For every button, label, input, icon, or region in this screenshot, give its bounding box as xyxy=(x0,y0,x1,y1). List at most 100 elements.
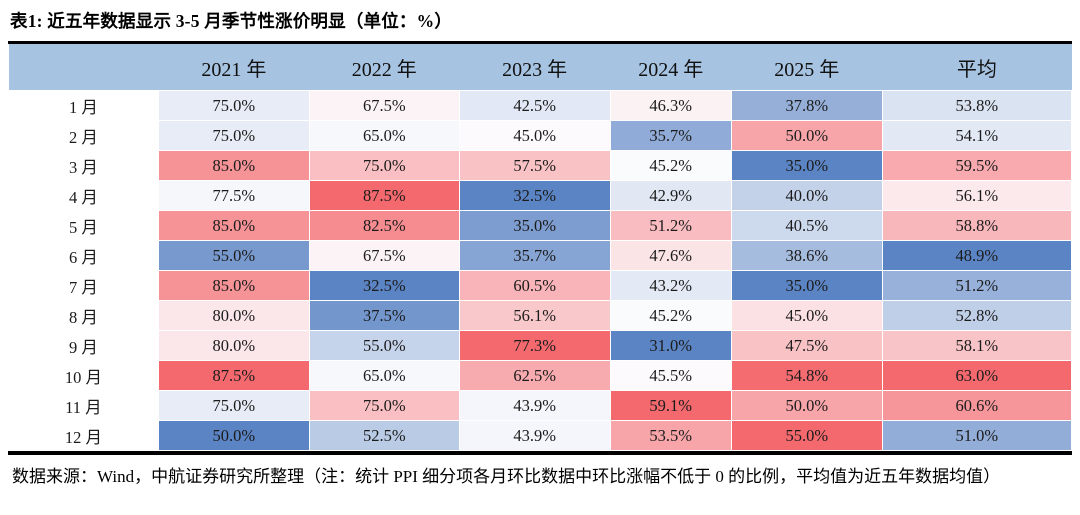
heatmap-cell: 37.5% xyxy=(308,300,460,331)
heatmap-cell: 51.0% xyxy=(881,420,1073,451)
heatmap-cell: 87.5% xyxy=(308,180,460,211)
column-header: 2021 年 xyxy=(158,44,310,91)
heatmap-cell: 47.6% xyxy=(609,240,732,271)
heatmap-cell: 35.0% xyxy=(730,270,883,301)
column-header: 平均 xyxy=(882,44,1072,91)
heatmap-cell: 75.0% xyxy=(308,150,460,181)
heatmap-cell: 43.9% xyxy=(458,390,611,421)
heatmap-cell: 59.1% xyxy=(609,390,732,421)
heatmap-cell: 85.0% xyxy=(157,270,310,301)
table-row: 3 月 85.0% 75.0% 57.5% 45.2% 35.0% 59.5% xyxy=(8,150,1073,181)
heatmap-cell: 56.1% xyxy=(458,300,611,331)
table-row: 11 月 75.0% 75.0% 43.9% 59.1% 50.0% 60.6% xyxy=(8,390,1073,421)
heatmap-cell: 40.0% xyxy=(730,180,883,211)
heatmap-cell: 37.8% xyxy=(730,90,883,121)
heatmap-cell: 77.3% xyxy=(458,330,611,361)
heatmap-cell: 42.9% xyxy=(609,180,732,211)
heatmap-cell: 58.1% xyxy=(881,330,1073,361)
heatmap-cell: 60.6% xyxy=(881,390,1073,421)
heatmap-cell: 32.5% xyxy=(308,270,460,301)
heatmap-cell: 80.0% xyxy=(157,330,310,361)
month-label: 7 月 xyxy=(8,270,159,301)
heatmap-cell: 87.5% xyxy=(157,360,310,391)
heatmap-cell: 35.0% xyxy=(458,210,611,241)
table-row: 8 月 80.0% 37.5% 56.1% 45.2% 45.0% 52.8% xyxy=(8,300,1073,331)
heatmap-cell: 53.5% xyxy=(609,420,732,451)
heatmap-cell: 85.0% xyxy=(157,210,310,241)
heatmap-cell: 67.5% xyxy=(308,240,460,271)
month-label: 10 月 xyxy=(8,360,159,391)
heatmap-cell: 67.5% xyxy=(308,90,460,121)
month-label: 5 月 xyxy=(8,210,159,241)
bottom-rule xyxy=(8,451,1072,455)
heatmap-cell: 31.0% xyxy=(609,330,732,361)
heatmap-cell: 65.0% xyxy=(308,360,460,391)
heatmap-cell: 43.9% xyxy=(458,420,611,451)
heatmap-cell: 51.2% xyxy=(881,270,1073,301)
heatmap-cell: 62.5% xyxy=(458,360,611,391)
heatmap-cell: 46.3% xyxy=(609,90,732,121)
heatmap-cell: 75.0% xyxy=(308,390,460,421)
month-label: 3 月 xyxy=(8,150,159,181)
heatmap-cell: 55.0% xyxy=(308,330,460,361)
heatmap-cell: 45.0% xyxy=(730,300,883,331)
month-label: 2 月 xyxy=(8,120,159,151)
heatmap-cell: 42.5% xyxy=(458,90,611,121)
heatmap-cell: 63.0% xyxy=(881,360,1073,391)
heatmap-cell: 65.0% xyxy=(308,120,460,151)
heatmap-cell: 82.5% xyxy=(308,210,460,241)
table-row: 5 月 85.0% 82.5% 35.0% 51.2% 40.5% 58.8% xyxy=(8,210,1073,241)
column-header: 2024 年 xyxy=(610,44,732,91)
heatmap-cell: 32.5% xyxy=(458,180,611,211)
month-label: 1 月 xyxy=(8,90,159,121)
table-title: 表1: 近五年数据显示 3-5 月季节性涨价明显（单位：%） xyxy=(10,11,453,31)
heatmap-cell: 75.0% xyxy=(157,390,310,421)
month-label: 6 月 xyxy=(8,240,159,271)
heatmap-cell: 45.2% xyxy=(609,150,732,181)
table-row: 9 月 80.0% 55.0% 77.3% 31.0% 47.5% 58.1% xyxy=(8,330,1073,361)
heatmap-cell: 59.5% xyxy=(881,150,1073,181)
heatmap-cell: 50.0% xyxy=(157,420,310,451)
heatmap-cell: 54.1% xyxy=(881,120,1073,151)
heatmap-cell: 75.0% xyxy=(157,120,310,151)
heatmap-cell: 50.0% xyxy=(730,120,883,151)
table-row: 10 月 87.5% 65.0% 62.5% 45.5% 54.8% 63.0% xyxy=(8,360,1073,391)
heatmap-cell: 43.2% xyxy=(609,270,732,301)
heatmap-cell: 77.5% xyxy=(157,180,310,211)
heatmap-cell: 58.8% xyxy=(881,210,1073,241)
heatmap-cell: 80.0% xyxy=(157,300,310,331)
heatmap-cell: 60.5% xyxy=(458,270,611,301)
table-row: 12 月 50.0% 52.5% 43.9% 53.5% 55.0% 51.0% xyxy=(8,420,1073,451)
heatmap-cell: 56.1% xyxy=(881,180,1073,211)
heatmap-table: 2021 年 2022 年 2023 年 2024 年 2025 年平均 1 月 75.0… xyxy=(8,44,1073,451)
heatmap-cell: 53.8% xyxy=(881,90,1073,121)
heatmap-header: 2021 年 2022 年 2023 年 2024 年 2025 年平均 xyxy=(8,44,1072,91)
heatmap-cell: 38.6% xyxy=(730,240,883,271)
top-rule xyxy=(8,41,1072,44)
heatmap-cell: 55.0% xyxy=(730,420,883,451)
heatmap-cell: 45.0% xyxy=(458,120,611,151)
column-header: 2023 年 xyxy=(459,44,611,91)
month-label: 11 月 xyxy=(8,390,159,421)
month-label: 9 月 xyxy=(8,330,159,361)
heatmap-cell: 75.0% xyxy=(157,90,310,121)
heatmap-cell: 35.7% xyxy=(609,120,732,151)
month-label: 12 月 xyxy=(8,420,159,451)
heatmap-cell: 55.0% xyxy=(157,240,310,271)
heatmap-cell: 45.2% xyxy=(609,300,732,331)
heatmap-cell: 57.5% xyxy=(458,150,611,181)
heatmap-cell: 50.0% xyxy=(730,390,883,421)
column-header: 2022 年 xyxy=(309,44,460,91)
heatmap-cell: 35.0% xyxy=(730,150,883,181)
table-row: 6 月 55.0% 67.5% 35.7% 47.6% 38.6% 48.9% xyxy=(8,240,1073,271)
month-label: 8 月 xyxy=(8,300,159,331)
month-label: 4 月 xyxy=(8,180,159,211)
heatmap-cell: 47.5% xyxy=(730,330,883,361)
heatmap-cell: 52.8% xyxy=(881,300,1073,331)
heatmap-body: 1 月 75.0% 67.5% 42.5% 46.3% 37.8% 53.8% 2 月 75.0… xyxy=(8,90,1073,451)
heatmap-cell: 52.5% xyxy=(308,420,460,451)
heatmap-cell: 48.9% xyxy=(881,240,1073,271)
corner-cell xyxy=(8,44,159,91)
heatmap-cell: 51.2% xyxy=(609,210,732,241)
